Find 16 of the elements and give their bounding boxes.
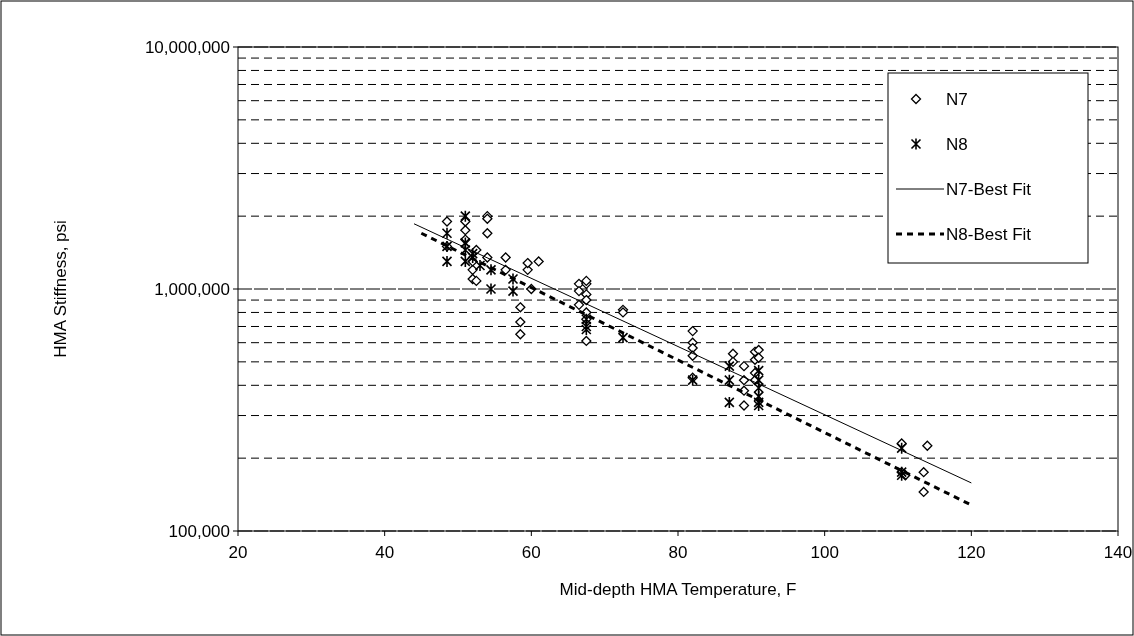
legend-label: N8-Best Fit [946, 224, 1032, 244]
x-tick-label: 80 [668, 543, 688, 562]
x-tick-label: 140 [1103, 543, 1133, 562]
x-tick-label: 20 [228, 543, 248, 562]
x-tick-label: 100 [810, 543, 839, 562]
x-tick-label: 120 [957, 543, 986, 562]
y-tick-label: 10,000,000 [144, 37, 230, 57]
legend-label: N8 [946, 134, 968, 154]
y-tick-label: 1,000,000 [154, 279, 230, 299]
y-axis-title: HMA Stiffness, psi [51, 220, 70, 358]
x-tick-label: 60 [521, 543, 541, 562]
y-tick-label: 100,000 [168, 521, 230, 541]
x-axis-title: Mid-depth HMA Temperature, F [559, 580, 797, 599]
legend-label: N7 [946, 89, 968, 109]
x-tick-label: 40 [375, 543, 395, 562]
legend-label: N7-Best Fit [946, 179, 1032, 199]
